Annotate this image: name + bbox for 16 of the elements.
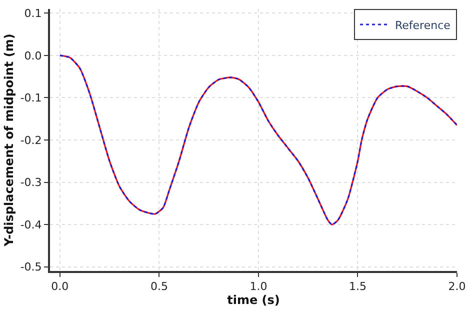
y-tick-label: 0.1 <box>24 7 42 20</box>
x-tick-label: 1.0 <box>250 280 268 294</box>
y-tick-label: -0.5 <box>20 260 42 274</box>
y-tick-label: -0.4 <box>20 218 42 232</box>
x-tick-label: 2.0 <box>448 280 466 294</box>
x-tick-label: 0.0 <box>51 280 69 294</box>
y-tick-label: -0.1 <box>20 92 42 105</box>
y-tick-label: 0.0 <box>24 49 42 62</box>
legend-label: Reference <box>395 18 451 32</box>
line-series <box>59 54 457 226</box>
x-tick-label: 0.5 <box>150 280 168 294</box>
y-axis-title: Y-displacement of midpoint (m) <box>2 34 16 248</box>
x-axis-title: time (s) <box>227 293 280 308</box>
y-tick-label: -0.2 <box>20 134 42 147</box>
x-tick-label: 1.5 <box>348 280 366 294</box>
y-tick-label: -0.3 <box>20 176 42 190</box>
